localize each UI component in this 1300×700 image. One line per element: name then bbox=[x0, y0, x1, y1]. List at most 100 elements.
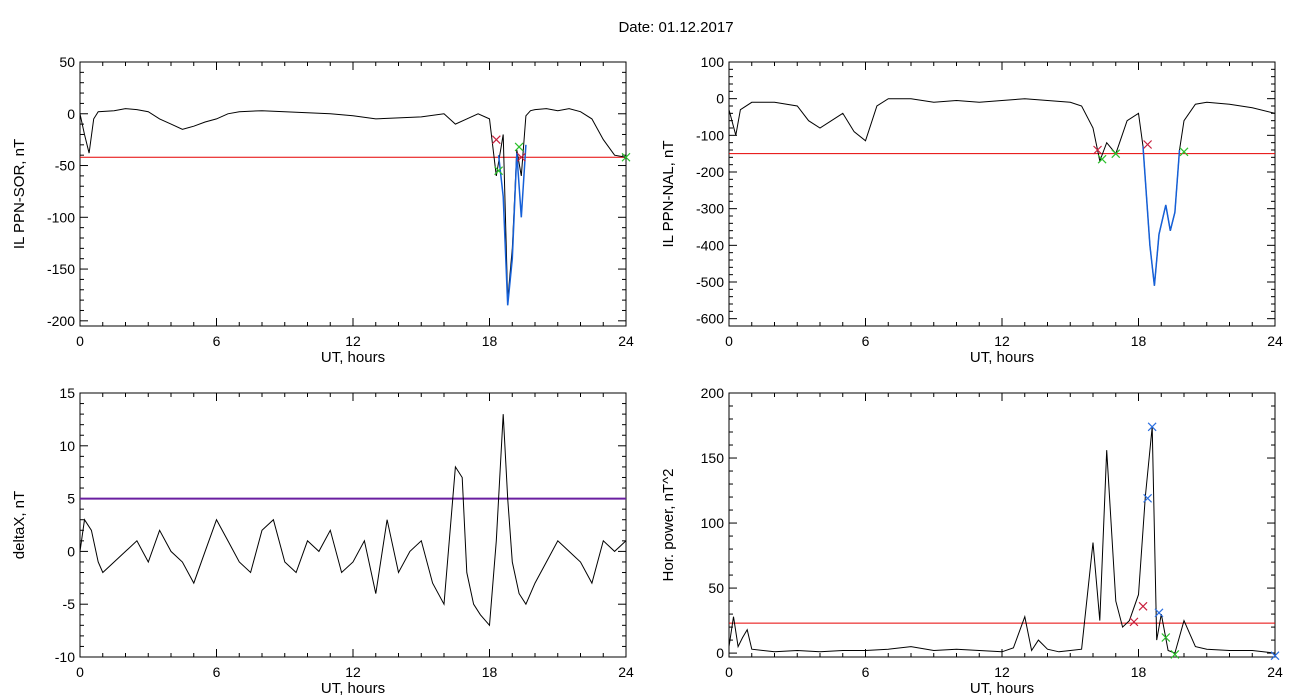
chart-panel-2: 0 6 12 18 24 100 0 -100 -200 -300 -400 -500 -600 UT, … bbox=[660, 54, 1283, 366]
y-tick-label: -500 bbox=[696, 274, 724, 290]
y-axis-label: IL PPN-NAL, nT bbox=[660, 141, 677, 248]
plot-frame bbox=[79, 61, 627, 327]
y-tick-label: -400 bbox=[696, 237, 724, 253]
x-tick-label: 6 bbox=[862, 333, 870, 349]
y-tick-label: -50 bbox=[55, 158, 75, 174]
marker-stroke bbox=[514, 142, 524, 152]
marker-end bbox=[494, 166, 504, 176]
marker-stroke bbox=[491, 135, 501, 145]
marker-end bbox=[1161, 633, 1171, 642]
y-tick-label: 200 bbox=[701, 385, 725, 401]
marker-stroke bbox=[1097, 154, 1107, 164]
marker-stroke bbox=[1129, 617, 1139, 627]
marker-stroke bbox=[1154, 608, 1164, 618]
marker-stroke bbox=[1161, 633, 1171, 642]
y-tick-label: 0 bbox=[67, 106, 75, 122]
plot-frame bbox=[728, 61, 1276, 327]
x-tick-label: 18 bbox=[482, 664, 498, 680]
y-tick-label: 5 bbox=[67, 491, 75, 507]
y-tick-label: -100 bbox=[696, 127, 724, 143]
highlight-line bbox=[497, 144, 527, 306]
x-tick-label: 6 bbox=[213, 664, 221, 680]
marker-stroke bbox=[1111, 149, 1121, 159]
y-tick-label: 100 bbox=[701, 515, 725, 531]
marker-stroke bbox=[621, 152, 631, 162]
y-tick-label: 0 bbox=[716, 645, 724, 661]
y-tick-label: 150 bbox=[701, 450, 725, 466]
data-line bbox=[728, 98, 1276, 286]
y-tick-label: -10 bbox=[55, 649, 75, 665]
plot-frame bbox=[79, 392, 627, 658]
marker-peak bbox=[1147, 422, 1157, 432]
marker-stroke bbox=[494, 166, 504, 176]
marker-end bbox=[1170, 649, 1180, 659]
x-tick-label: 0 bbox=[725, 664, 733, 680]
x-tick-label: 12 bbox=[345, 664, 361, 680]
x-axis-label: UT, hours bbox=[321, 680, 385, 697]
x-tick-label: 24 bbox=[1267, 664, 1283, 680]
marker-stroke bbox=[1179, 147, 1189, 157]
x-axis-label: UT, hours bbox=[970, 680, 1034, 697]
marker-peak bbox=[1154, 608, 1164, 618]
y-axis-label: deltaX, nT bbox=[11, 491, 28, 559]
marker-end bbox=[514, 142, 524, 152]
y-tick-label: 50 bbox=[708, 580, 724, 596]
y-tick-label: 15 bbox=[59, 385, 75, 401]
marker-start bbox=[1129, 617, 1139, 627]
y-tick-label: 100 bbox=[701, 54, 725, 70]
y-tick-label: -5 bbox=[63, 596, 76, 612]
y-tick-label: 10 bbox=[59, 438, 75, 454]
marker-stroke bbox=[1147, 422, 1157, 432]
x-tick-label: 12 bbox=[994, 333, 1010, 349]
marker-start bbox=[491, 135, 501, 145]
chart-panel-3: 0 6 12 18 24 15 10 5 0 -5 -10 UT, hours deltaX, nT bbox=[11, 385, 634, 697]
marker-stroke bbox=[1143, 140, 1153, 149]
y-axis-label: Hor. power, nT^2 bbox=[660, 469, 677, 582]
y-tick-label: 0 bbox=[716, 91, 724, 107]
marker-start bbox=[516, 152, 526, 162]
x-tick-label: 18 bbox=[1131, 333, 1147, 349]
x-tick-label: 6 bbox=[862, 664, 870, 680]
marker-stroke bbox=[1143, 493, 1153, 503]
chart-panel-1: 0 6 12 18 24 50 0 -50 -100 -150 -200 UT, hours IL PP… bbox=[11, 54, 634, 366]
chart-panel-4: 0 6 12 18 24 200 150 100 50 0 UT, hours Hor. power,… bbox=[660, 385, 1283, 697]
marker-end bbox=[1111, 149, 1121, 159]
data-line bbox=[79, 414, 627, 627]
x-axis-label: UT, hours bbox=[970, 349, 1034, 366]
y-tick-label: 50 bbox=[59, 54, 75, 70]
page-title: Date: 01.12.2017 bbox=[618, 19, 734, 36]
marker-peak bbox=[1143, 493, 1153, 503]
x-tick-label: 0 bbox=[76, 333, 84, 349]
x-tick-label: 18 bbox=[482, 333, 498, 349]
marker-start bbox=[1143, 140, 1153, 149]
x-tick-label: 24 bbox=[618, 333, 634, 349]
x-tick-label: 0 bbox=[725, 333, 733, 349]
y-tick-label: -200 bbox=[47, 313, 75, 329]
x-axis-label: UT, hours bbox=[321, 349, 385, 366]
marker-stroke bbox=[516, 152, 526, 162]
marker-end bbox=[621, 152, 631, 162]
data-line bbox=[728, 426, 1276, 654]
marker-stroke bbox=[1170, 649, 1180, 659]
y-tick-label: -200 bbox=[696, 164, 724, 180]
data-line bbox=[79, 108, 627, 301]
marker-stroke bbox=[1270, 651, 1280, 661]
marker-stroke bbox=[1138, 601, 1148, 611]
x-tick-label: 18 bbox=[1131, 664, 1147, 680]
x-tick-label: 24 bbox=[618, 664, 634, 680]
x-tick-label: 6 bbox=[213, 333, 221, 349]
marker-start bbox=[1093, 145, 1102, 155]
marker-start bbox=[1138, 601, 1148, 611]
y-tick-label: -100 bbox=[47, 209, 75, 225]
marker-stroke bbox=[1093, 145, 1102, 155]
y-tick-label: -300 bbox=[696, 201, 724, 217]
plot-frame bbox=[728, 392, 1276, 658]
x-tick-label: 0 bbox=[76, 664, 84, 680]
y-tick-label: 0 bbox=[67, 543, 75, 559]
y-tick-label: -150 bbox=[47, 261, 75, 277]
y-tick-label: -600 bbox=[696, 311, 724, 327]
marker-end bbox=[1097, 154, 1107, 164]
y-axis-label: IL PPN-SOR, nT bbox=[11, 139, 28, 249]
marker-peak bbox=[1270, 651, 1280, 661]
